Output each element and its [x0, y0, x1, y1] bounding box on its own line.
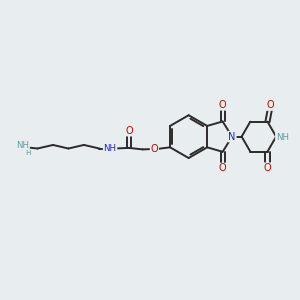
Text: O: O — [264, 163, 271, 173]
Text: NH: NH — [276, 132, 289, 141]
Text: O: O — [219, 100, 226, 110]
Text: H: H — [25, 150, 31, 156]
Text: NH: NH — [16, 141, 29, 150]
Text: N: N — [229, 132, 236, 142]
Text: O: O — [151, 144, 158, 154]
Text: NH: NH — [276, 133, 289, 142]
Text: O: O — [219, 164, 226, 173]
Text: NH: NH — [276, 132, 289, 141]
Text: O: O — [267, 100, 274, 110]
Text: NH: NH — [103, 144, 117, 153]
Text: O: O — [125, 126, 133, 136]
